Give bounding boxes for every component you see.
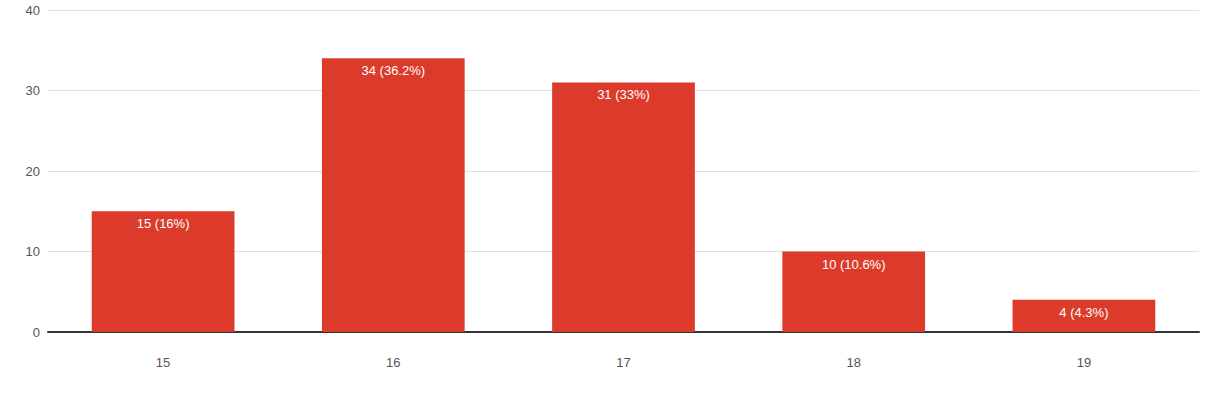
svg-text:15: 15 [156,355,170,370]
svg-text:40: 40 [26,3,40,18]
svg-text:30: 30 [26,83,40,98]
svg-text:20: 20 [26,164,40,179]
svg-text:10 (10.6%): 10 (10.6%) [822,257,886,272]
svg-text:17: 17 [616,355,630,370]
svg-text:4 (4.3%): 4 (4.3%) [1059,305,1108,320]
svg-text:15 (16%): 15 (16%) [137,216,190,231]
svg-text:31 (33%): 31 (33%) [597,87,650,102]
svg-text:19: 19 [1077,355,1091,370]
svg-text:16: 16 [386,355,400,370]
svg-text:34 (36.2%): 34 (36.2%) [362,63,426,78]
svg-text:10: 10 [26,244,40,259]
svg-text:18: 18 [846,355,860,370]
svg-text:0: 0 [33,325,40,340]
